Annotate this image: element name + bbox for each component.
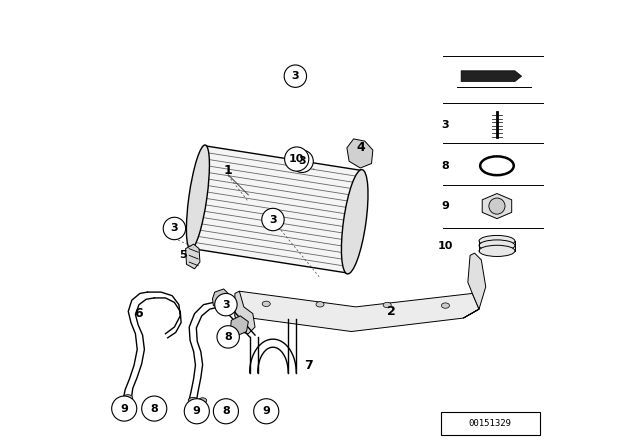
Polygon shape xyxy=(482,194,512,219)
Circle shape xyxy=(284,65,307,87)
Text: 3: 3 xyxy=(269,215,276,224)
Polygon shape xyxy=(212,289,230,309)
Ellipse shape xyxy=(442,303,449,308)
Circle shape xyxy=(262,208,284,231)
Polygon shape xyxy=(192,146,360,273)
Polygon shape xyxy=(461,71,522,82)
Text: 8: 8 xyxy=(224,332,232,342)
Circle shape xyxy=(163,217,186,240)
Polygon shape xyxy=(347,139,373,168)
Text: 3: 3 xyxy=(442,121,449,130)
Polygon shape xyxy=(463,253,486,318)
Circle shape xyxy=(489,198,505,214)
Circle shape xyxy=(253,399,279,424)
Ellipse shape xyxy=(316,302,324,307)
Text: 3: 3 xyxy=(171,224,178,233)
Text: 10: 10 xyxy=(438,241,453,251)
Ellipse shape xyxy=(123,395,132,401)
Circle shape xyxy=(215,293,237,316)
Text: 3: 3 xyxy=(222,300,230,310)
Text: 6: 6 xyxy=(134,307,143,320)
Circle shape xyxy=(291,150,314,172)
Text: 9: 9 xyxy=(442,201,449,211)
Ellipse shape xyxy=(479,240,515,251)
Ellipse shape xyxy=(262,301,270,306)
Text: 9: 9 xyxy=(193,406,201,416)
Ellipse shape xyxy=(198,398,207,403)
Text: 8: 8 xyxy=(222,406,230,416)
Circle shape xyxy=(112,396,137,421)
Polygon shape xyxy=(186,244,200,269)
Ellipse shape xyxy=(341,170,368,274)
Text: 2: 2 xyxy=(387,305,396,318)
Ellipse shape xyxy=(479,246,515,256)
Text: 9: 9 xyxy=(120,404,128,414)
Ellipse shape xyxy=(480,156,514,175)
Circle shape xyxy=(217,326,239,348)
Ellipse shape xyxy=(188,397,198,404)
Text: 4: 4 xyxy=(356,141,365,155)
Polygon shape xyxy=(235,291,479,332)
Text: 7: 7 xyxy=(305,358,313,372)
Ellipse shape xyxy=(479,236,515,246)
Text: 10: 10 xyxy=(289,154,305,164)
Ellipse shape xyxy=(383,302,391,308)
Text: 5: 5 xyxy=(180,250,187,260)
Circle shape xyxy=(285,147,309,171)
Text: 8: 8 xyxy=(442,161,449,171)
Text: 1: 1 xyxy=(224,164,232,177)
Text: 3: 3 xyxy=(298,156,306,166)
Circle shape xyxy=(213,399,239,424)
Text: 3: 3 xyxy=(292,71,299,81)
Circle shape xyxy=(141,396,167,421)
Polygon shape xyxy=(230,316,248,335)
Polygon shape xyxy=(235,291,255,334)
Text: 9: 9 xyxy=(262,406,270,416)
Text: 8: 8 xyxy=(150,404,158,414)
Circle shape xyxy=(184,399,209,424)
Text: 00151329: 00151329 xyxy=(468,419,512,428)
Ellipse shape xyxy=(186,145,209,249)
